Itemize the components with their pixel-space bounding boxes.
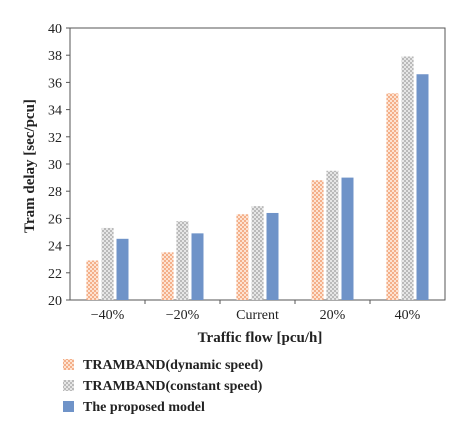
x-tick-label: Current (236, 308, 279, 323)
legend: TRAMBAND(dynamic speed) TRAMBAND(constant… (63, 358, 263, 415)
bar-series-2 (251, 206, 264, 300)
y-tick-label: 24 (48, 240, 62, 255)
legend-swatch (63, 380, 74, 391)
x-tick-label: 20% (320, 308, 346, 323)
y-tick-label: 30 (48, 158, 62, 173)
bar-series-2 (326, 170, 339, 300)
x-tick-label: −20% (166, 308, 200, 323)
bar-series-1 (86, 260, 99, 300)
bar-series-1 (386, 93, 399, 300)
legend-swatch (63, 401, 74, 412)
y-tick-label: 32 (48, 131, 62, 146)
bar-series-3 (191, 233, 204, 300)
x-axis-title: Traffic flow [pcu/h] (198, 330, 323, 346)
y-axis-title: Tram delay [sec/pcu] (22, 99, 38, 233)
bar-series-1 (161, 252, 174, 300)
bar-series-2 (176, 221, 189, 300)
y-tick-label: 40 (48, 22, 62, 37)
bar-series-3 (341, 177, 354, 300)
bar-series-3 (416, 74, 429, 301)
bar-series-3 (266, 212, 279, 300)
y-tick-label: 28 (48, 185, 62, 200)
bar-series-1 (311, 180, 324, 300)
legend-label: TRAMBAND(constant speed) (83, 379, 263, 394)
bar-series-2 (101, 227, 114, 300)
x-tick-label: 40% (395, 308, 421, 323)
legend-label: TRAMBAND(dynamic speed) (83, 358, 263, 373)
legend-label: The proposed model (83, 400, 205, 415)
y-tick-label: 26 (48, 212, 62, 227)
y-tick-label: 20 (48, 294, 62, 309)
bar-series-1 (236, 214, 249, 300)
y-tick-label: 34 (48, 104, 62, 119)
y-tick-label: 36 (48, 76, 62, 91)
bar-series-2 (401, 56, 414, 301)
legend-swatch (63, 359, 74, 370)
bar-series-3 (116, 238, 129, 300)
y-tick-label: 22 (48, 267, 62, 282)
x-tick-label: −40% (91, 308, 125, 323)
y-tick-label: 38 (48, 49, 62, 64)
